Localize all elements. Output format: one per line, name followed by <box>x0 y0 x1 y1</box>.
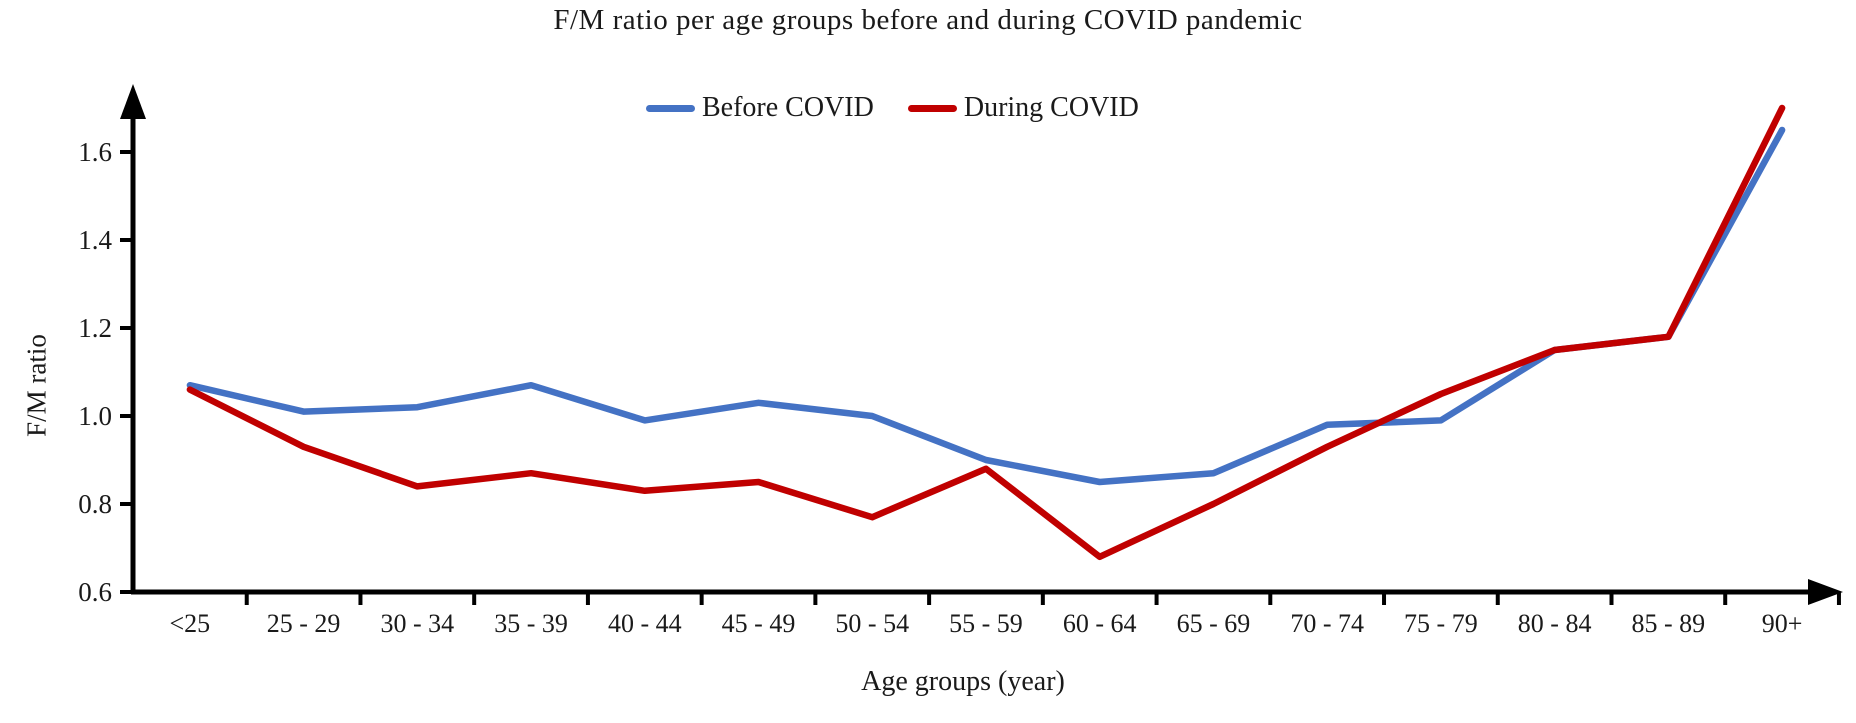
y-tick-label: 1.4 <box>78 225 112 255</box>
x-tick-label: 45 - 49 <box>722 609 796 638</box>
y-tick-label: 0.8 <box>78 489 112 519</box>
x-tick-label: 60 - 64 <box>1063 609 1137 638</box>
x-tick-label: 30 - 34 <box>380 609 454 638</box>
x-tick-label: 25 - 29 <box>267 609 341 638</box>
x-tick-label: 80 - 84 <box>1518 609 1592 638</box>
x-tick-label: 50 - 54 <box>835 609 909 638</box>
x-tick-label: 75 - 79 <box>1404 609 1478 638</box>
x-tick-label: <25 <box>170 609 211 638</box>
x-axis-title: Age groups (year) <box>861 666 1065 697</box>
during-covid-line-swatch-icon <box>907 104 957 112</box>
y-tick-label: 1.0 <box>78 401 112 431</box>
y-axis-arrow-icon <box>120 84 146 119</box>
x-tick-label: 65 - 69 <box>1177 609 1251 638</box>
x-tick-label: 40 - 44 <box>608 609 682 638</box>
before-covid-line-swatch-icon <box>646 104 695 112</box>
x-tick-label: 55 - 59 <box>949 609 1023 638</box>
x-tick-label: 90+ <box>1762 609 1803 638</box>
x-tick-label: 85 - 89 <box>1632 609 1706 638</box>
legend-item-during-covid: During COVID <box>907 92 1139 124</box>
x-tick-label: 35 - 39 <box>494 609 568 638</box>
x-tick-label: 70 - 74 <box>1290 609 1364 638</box>
chart-title: F/M ratio per age groups before and duri… <box>553 4 1303 36</box>
y-tick-label: 1.6 <box>78 137 112 167</box>
legend-label-during-covid: During COVID <box>963 92 1139 123</box>
legend-item-before-covid: Before COVID <box>646 92 874 124</box>
legend: Before COVID During COVID <box>646 92 1139 124</box>
x-axis-arrow-icon <box>1808 579 1843 605</box>
during-covid-line <box>186 104 1786 561</box>
legend-label-before-covid: Before COVID <box>702 92 874 123</box>
y-tick-label: 1.2 <box>78 313 112 343</box>
before-covid-line <box>186 126 1786 486</box>
y-tick-label: 0.6 <box>78 577 112 607</box>
